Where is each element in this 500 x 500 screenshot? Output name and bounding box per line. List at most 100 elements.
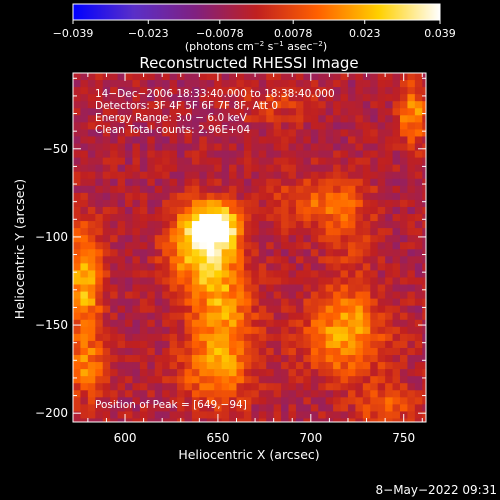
heatmap-pixel	[132, 277, 141, 286]
heatmap-pixel	[266, 411, 275, 420]
heatmap-pixel	[214, 80, 223, 88]
heatmap-pixel	[154, 298, 163, 307]
heatmap-pixel	[392, 178, 401, 187]
heatmap-pixel	[206, 312, 215, 321]
heatmap-pixel	[392, 129, 401, 138]
heatmap-pixel	[110, 129, 119, 138]
heatmap-pixel	[407, 157, 416, 166]
heatmap-pixel	[266, 298, 275, 307]
heatmap-pixel	[87, 355, 96, 363]
heatmap-pixel	[206, 383, 215, 391]
heatmap-pixel	[333, 242, 342, 250]
heatmap-pixel	[214, 235, 223, 243]
heatmap-pixel	[147, 383, 156, 391]
heatmap-pixel	[243, 87, 252, 95]
heatmap-pixel	[266, 369, 275, 377]
heatmap-pixel	[430, 327, 438, 335]
heatmap-pixel	[162, 185, 171, 194]
heatmap-pixel	[177, 390, 186, 398]
heatmap-pixel	[430, 369, 438, 377]
heatmap-pixel	[385, 383, 394, 391]
heatmap-pixel	[87, 136, 96, 145]
heatmap-pixel	[147, 362, 156, 370]
heatmap-pixel	[229, 164, 238, 173]
heatmap-pixel	[117, 298, 126, 307]
heatmap-pixel	[177, 256, 186, 264]
heatmap-pixel	[199, 305, 208, 314]
heatmap-pixel	[385, 129, 394, 138]
heatmap-pixel	[191, 263, 200, 272]
heatmap-pixel	[117, 355, 126, 363]
heatmap-pixel	[370, 256, 379, 264]
heatmap-pixel	[110, 150, 119, 159]
heatmap-pixel	[191, 185, 200, 194]
heatmap-pixel	[243, 228, 252, 236]
heatmap-pixel	[177, 122, 186, 131]
heatmap-pixel	[430, 426, 438, 434]
heatmap-pixel	[347, 129, 356, 138]
heatmap-pixel	[333, 185, 342, 194]
heatmap-pixel	[333, 192, 342, 201]
heatmap-pixel	[385, 185, 394, 194]
heatmap-pixel	[80, 129, 89, 138]
heatmap-pixel	[295, 157, 304, 166]
heatmap-pixel	[422, 94, 426, 102]
heatmap-pixel	[258, 411, 267, 420]
heatmap-pixel	[169, 270, 178, 279]
heatmap-pixel	[370, 249, 379, 257]
heatmap-pixel	[110, 157, 119, 166]
heatmap-pixel	[147, 129, 156, 138]
heatmap-pixel	[117, 73, 126, 81]
heatmap-pixel	[206, 122, 215, 131]
heatmap-pixel	[73, 94, 82, 102]
heatmap-pixel	[87, 164, 96, 173]
heatmap-pixel	[392, 312, 401, 321]
heatmap-pixel	[117, 136, 126, 145]
heatmap-pixel	[355, 256, 364, 264]
heatmap-pixel	[139, 263, 148, 272]
heatmap-pixel	[243, 319, 252, 328]
colorbar-tick-label: −0.023	[128, 27, 169, 40]
heatmap-pixel	[310, 411, 319, 420]
heatmap-pixel	[169, 150, 178, 159]
heatmap-pixel	[117, 235, 126, 243]
heatmap-pixel	[355, 291, 364, 300]
heatmap-pixel	[325, 312, 334, 321]
heatmap-pixel	[221, 355, 230, 363]
heatmap-pixel	[288, 284, 297, 293]
heatmap-pixel	[139, 101, 148, 109]
heatmap-pixel	[125, 333, 134, 342]
heatmap-pixel	[95, 101, 104, 109]
heatmap-pixel	[243, 214, 252, 222]
heatmap-pixel	[147, 214, 156, 222]
heatmap-pixel	[258, 73, 267, 81]
heatmap-pixel	[199, 333, 208, 342]
heatmap-pixel	[162, 298, 171, 307]
heatmap-pixel	[273, 87, 282, 95]
heatmap-pixel	[385, 404, 394, 413]
heatmap-pixel	[132, 242, 141, 250]
heatmap-pixel	[221, 298, 230, 307]
heatmap-pixel	[125, 214, 134, 222]
heatmap-pixel	[177, 115, 186, 123]
heatmap-pixel	[295, 73, 304, 81]
heatmap-pixel	[184, 150, 193, 159]
heatmap-pixel	[407, 73, 416, 81]
heatmap-pixel	[139, 291, 148, 300]
heatmap-pixel	[214, 291, 223, 300]
heatmap-pixel	[243, 355, 252, 363]
heatmap-pixel	[251, 150, 260, 159]
heatmap-pixel	[362, 376, 371, 384]
heatmap-pixel	[430, 362, 438, 370]
heatmap-pixel	[169, 80, 178, 88]
heatmap-pixel	[154, 150, 163, 159]
heatmap-pixel	[221, 94, 230, 102]
heatmap-pixel	[399, 312, 409, 321]
heatmap-pixel	[399, 136, 409, 145]
heatmap-pixel	[73, 263, 82, 272]
heatmap-pixel	[95, 150, 104, 159]
heatmap-pixel	[288, 383, 297, 391]
heatmap-pixel	[251, 214, 260, 222]
heatmap-pixel	[325, 319, 334, 328]
heatmap-pixel	[214, 404, 223, 413]
